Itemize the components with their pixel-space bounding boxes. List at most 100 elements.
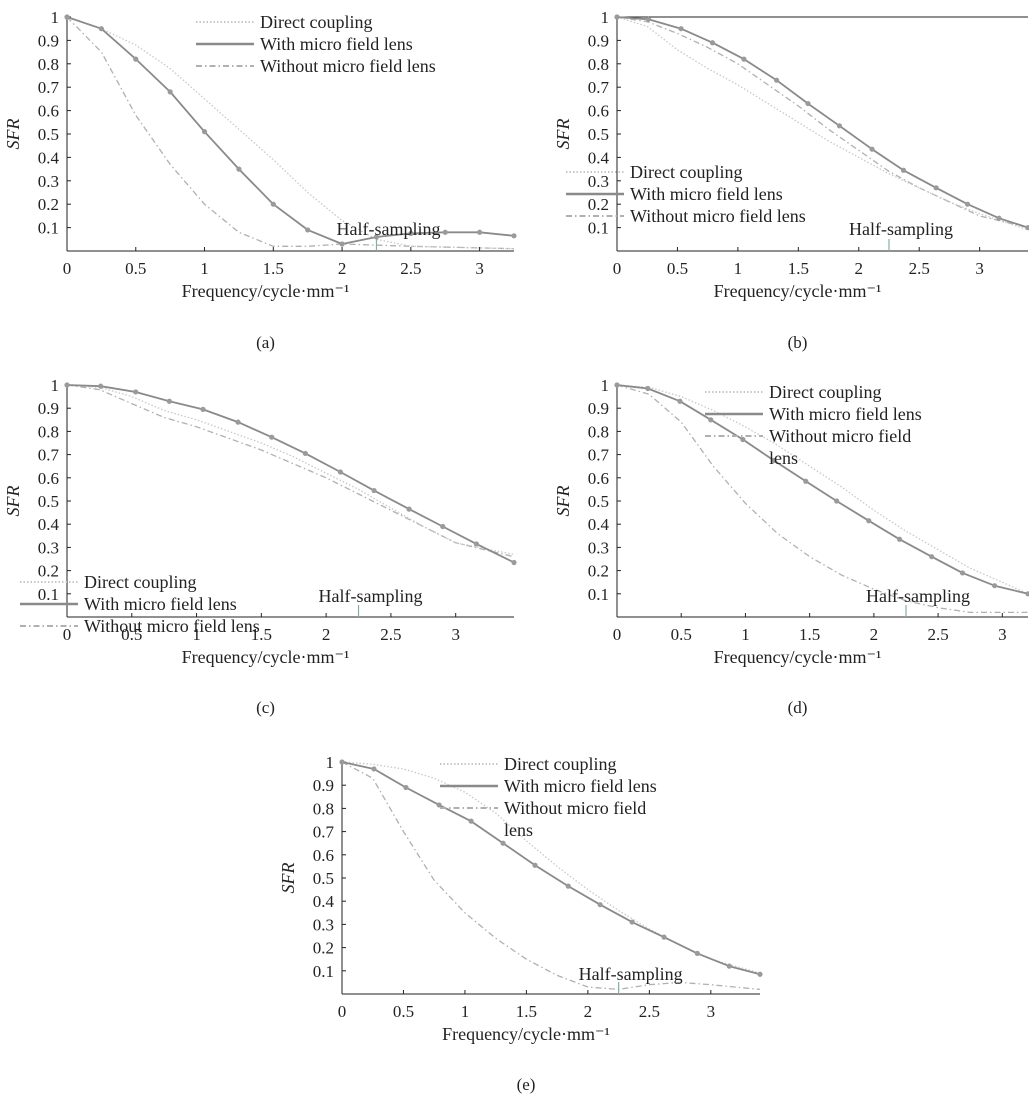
data-point <box>167 89 173 95</box>
y-tick-label: 0.4 <box>588 515 610 534</box>
y-tick-label: 0.7 <box>588 78 610 97</box>
data-point <box>98 383 104 389</box>
data-point <box>200 406 206 412</box>
data-point <box>201 129 208 135</box>
chart-d: 0.1 0.2 0.3 0.4 0.5 0.6 0.7 0.8 0.9 1 0 0.5 1 1.5 2 2.5… <box>553 376 1029 717</box>
data-point <box>726 963 732 969</box>
data-point <box>709 40 716 46</box>
legend-entry: Without micro field lens <box>630 206 806 226</box>
legend-entry: Direct coupling <box>769 382 881 402</box>
y-tick-label: 0.9 <box>588 399 609 418</box>
data-point <box>337 469 343 475</box>
series-line-with <box>616 16 1029 229</box>
data-point <box>302 450 308 457</box>
data-point <box>473 541 480 547</box>
x-tick-label: 0 <box>63 259 72 278</box>
x-tick-label: 2 <box>870 625 879 644</box>
y-tick-label: 0.3 <box>313 915 334 934</box>
x-axis-title: Frequency/cycle·mm⁻¹ <box>714 647 882 667</box>
legend-entry: With micro field lens <box>630 184 783 204</box>
x-axis-title: Frequency/cycle·mm⁻¹ <box>442 1024 610 1044</box>
data-point <box>403 784 409 791</box>
y-tick-label: 0.9 <box>38 31 59 50</box>
data-point <box>440 523 446 530</box>
y-tick-label: 0.6 <box>38 102 59 121</box>
panel-caption: (d) <box>788 698 808 717</box>
y-tick-label: 0.4 <box>38 515 60 534</box>
x-tick-label: 2 <box>584 1002 593 1021</box>
y-axis-title: SFR <box>553 119 573 150</box>
legend-entry: Direct coupling <box>260 12 372 32</box>
y-tick-label: 0.5 <box>38 125 59 144</box>
y-tick-label: 1 <box>326 753 335 772</box>
data-point <box>803 478 809 484</box>
y-tick-label: 0.8 <box>313 799 334 818</box>
data-point <box>708 417 714 423</box>
data-point <box>305 227 311 233</box>
series-line-without <box>66 16 515 250</box>
data-point <box>339 241 345 247</box>
data-point <box>629 919 635 925</box>
series-line-without <box>616 16 1029 229</box>
y-tick-label: 1 <box>601 8 610 27</box>
series-line-with <box>66 384 515 564</box>
series-line-with <box>341 761 761 976</box>
x-tick-label: 3 <box>975 259 984 278</box>
y-tick-label: 0.9 <box>313 776 334 795</box>
y-tick-label: 0.4 <box>313 892 335 911</box>
data-point <box>235 419 241 425</box>
chart-b: 0.1 0.2 0.3 0.4 0.5 0.6 0.7 0.8 0.9 1 0 0.5 1 1.5 2 2.5… <box>553 8 1029 352</box>
half-sampling-label: Half-sampling <box>866 586 970 606</box>
y-tick-label: 0.3 <box>588 172 609 191</box>
data-point <box>836 123 843 129</box>
data-point <box>236 166 242 172</box>
panel-caption: (b) <box>788 333 808 352</box>
x-tick-label: 1.5 <box>788 259 809 278</box>
panel-d: 0.1 0.2 0.3 0.4 0.5 0.6 0.7 0.8 0.9 1 0 0.5 1 1.5 2 2.5… <box>550 370 1029 730</box>
legend-entry: Without micro field lens <box>84 616 260 636</box>
y-tick-label: 0.8 <box>38 422 59 441</box>
x-tick-label: 1 <box>734 259 743 278</box>
y-tick-label: 0.2 <box>38 562 59 581</box>
data-point <box>64 14 70 20</box>
data-point <box>371 487 377 494</box>
x-tick-label: 1.5 <box>251 625 272 644</box>
y-tick-label: 0.7 <box>313 823 335 842</box>
x-tick-label: 3 <box>998 625 1007 644</box>
x-tick-label: 3 <box>707 1002 716 1021</box>
chart-a: 0.1 0.2 0.3 0.4 0.5 0.6 0.7 0.8 0.9 1 0 0.5 1 1.5 2 2.5… <box>3 8 517 352</box>
x-tick-label: 1.5 <box>263 259 284 278</box>
data-point <box>959 570 966 576</box>
panel-b: 0.1 0.2 0.3 0.4 0.5 0.6 0.7 0.8 0.9 1 0 0.5 1 1.5 2 2.5… <box>550 0 1029 370</box>
x-tick-label: 2.5 <box>639 1002 660 1021</box>
y-tick-label: 0.5 <box>588 125 609 144</box>
data-point <box>406 506 412 512</box>
y-tick-label: 0.3 <box>38 538 59 557</box>
y-tick-label: 0.3 <box>38 172 59 191</box>
series-line-without <box>341 761 761 991</box>
chart-c: 0.1 0.2 0.3 0.4 0.5 0.6 0.7 0.8 0.9 1 0 0.5 1 1.5 2 2.5… <box>3 376 517 717</box>
y-tick-label: 0.8 <box>588 422 609 441</box>
legend-entry: With micro field lens <box>260 34 413 54</box>
data-point <box>133 56 139 62</box>
y-tick-label: 0.3 <box>588 538 609 557</box>
x-tick-label: 1 <box>461 1002 470 1021</box>
x-axis-title: Frequency/cycle·mm⁻¹ <box>182 647 350 667</box>
y-tick-label: 0.2 <box>38 195 59 214</box>
x-tick-label: 3 <box>475 259 484 278</box>
y-tick-label: 0.7 <box>588 446 610 465</box>
series-line-direct <box>66 384 515 556</box>
data-point <box>408 230 414 237</box>
data-point <box>532 862 538 868</box>
data-point <box>740 436 746 443</box>
data-point <box>694 950 700 956</box>
legend-entry: Without micro field <box>769 426 911 446</box>
data-point <box>869 146 875 152</box>
series-line-without <box>616 384 1028 614</box>
legend-entry: Direct coupling <box>630 162 742 182</box>
data-point <box>511 233 517 239</box>
panel-e: 0.1 0.2 0.3 0.4 0.5 0.6 0.7 0.8 0.9 1 0 0.5 1 1.5 2 2.5… <box>275 740 775 1103</box>
legend-entry: lens <box>769 448 798 468</box>
legend-entry: Direct coupling <box>504 754 616 774</box>
x-tick-label: 0.5 <box>393 1002 414 1021</box>
